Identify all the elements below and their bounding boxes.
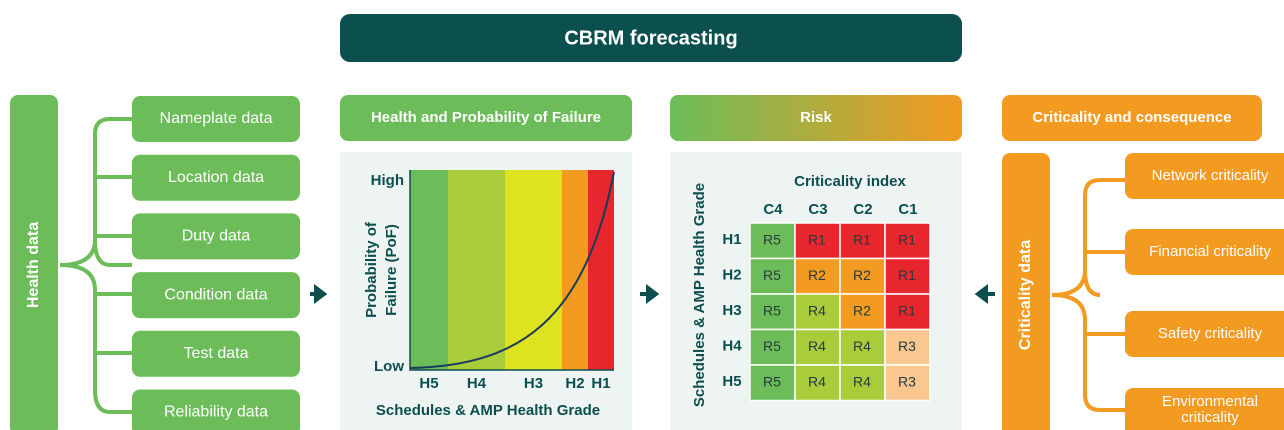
- pof-band-label: H3: [524, 375, 543, 392]
- risk-cell-label: R4: [853, 374, 871, 390]
- health-item-box: [132, 389, 300, 430]
- risk-row: H2: [722, 266, 741, 283]
- health-bracket: [59, 117, 132, 414]
- risk-cell: [884, 293, 931, 331]
- risk-cell: [839, 293, 886, 331]
- risk-cell: [884, 257, 931, 295]
- risk-cell-label: R1: [898, 267, 916, 283]
- pof-band-label: H5: [419, 375, 438, 392]
- risk-cell: [749, 293, 796, 331]
- risk-header-box: [670, 95, 962, 141]
- arrow: [640, 284, 660, 304]
- crit-bar: [1002, 153, 1050, 430]
- risk-column: C2: [853, 201, 872, 218]
- health-item-box: [132, 213, 300, 260]
- crit-item: Network criticality: [1152, 167, 1269, 184]
- risk-cell-label: R5: [763, 267, 781, 283]
- risk-row: H1: [722, 231, 741, 248]
- risk-cell-label: R3: [898, 338, 916, 354]
- risk-cell-label: R1: [898, 232, 916, 248]
- health-item: Duty data: [182, 228, 251, 245]
- health-title: Health data: [25, 222, 42, 308]
- pof-band: [505, 170, 562, 370]
- risk-row: H3: [722, 302, 741, 319]
- risk-cell-label: R5: [763, 338, 781, 354]
- risk-cell-label: R1: [853, 232, 871, 248]
- risk-x-title: Criticality index: [794, 173, 906, 190]
- risk-cell-label: R4: [808, 303, 826, 319]
- risk-cell-label: R1: [898, 303, 916, 319]
- health-item-box: [132, 96, 300, 142]
- risk-cell-label: R5: [763, 232, 781, 248]
- risk-header: Risk: [800, 109, 832, 126]
- pof-low: Low: [374, 358, 404, 375]
- crit-item-box: [1125, 153, 1284, 199]
- health-item-box: [132, 154, 300, 201]
- pof-band-label: H2: [565, 375, 584, 392]
- risk-cell-label: R2: [853, 303, 871, 319]
- risk-row: H4: [722, 337, 742, 354]
- risk-cell-label: R4: [808, 338, 826, 354]
- health-item: Nameplate data: [160, 110, 273, 127]
- pof-band-label: H1: [591, 375, 610, 392]
- health-item-box: [132, 330, 300, 377]
- risk-cell: [794, 328, 841, 366]
- crit-bracket: [1051, 178, 1125, 412]
- pof-curve: [409, 171, 615, 369]
- risk-cell: [839, 328, 886, 366]
- risk-cell-label: R1: [808, 232, 826, 248]
- risk-cell-label: R2: [808, 267, 826, 283]
- health-item-box: [132, 272, 300, 319]
- pof-band-label: H4: [467, 375, 487, 392]
- risk-cell: [749, 364, 796, 402]
- crit-item: criticality: [1181, 409, 1239, 426]
- crit-item: Environmental: [1162, 393, 1258, 410]
- crit-title: Criticality data: [1017, 240, 1034, 350]
- health-bar: [10, 95, 58, 430]
- risk-cell-label: R4: [853, 338, 871, 354]
- crit-item-box: [1125, 388, 1284, 430]
- risk-cell-label: R2: [853, 267, 871, 283]
- pof-band: [562, 170, 588, 370]
- banner-box: [340, 14, 962, 62]
- pof-band: [448, 170, 505, 370]
- pof-header: Health and Probability of Failure: [371, 109, 601, 126]
- health-item: Reliability data: [164, 404, 268, 421]
- banner-title: CBRM forecasting: [564, 27, 737, 49]
- health-item: Test data: [184, 345, 249, 362]
- risk-cell-label: R4: [808, 374, 826, 390]
- risk-cell-label: R5: [763, 374, 781, 390]
- crit-item-box: [1125, 229, 1284, 275]
- crit-item: Safety criticality: [1158, 325, 1263, 342]
- arrow: [974, 284, 995, 304]
- risk-cell-label: R5: [763, 303, 781, 319]
- risk-cell: [884, 328, 931, 366]
- risk-column: C3: [808, 201, 827, 218]
- pof-header-box: [340, 95, 632, 141]
- risk-column: C1: [898, 201, 917, 218]
- crit-item-box: [1125, 311, 1284, 357]
- health-item: Location data: [168, 169, 264, 186]
- health-item: Condition data: [164, 286, 267, 303]
- pof-band: [410, 170, 448, 370]
- risk-y-title: Schedules & AMP Health Grade: [691, 183, 708, 407]
- pof-high: High: [371, 172, 404, 189]
- pof-band: [588, 170, 614, 370]
- risk-column: C4: [763, 201, 783, 218]
- arrow: [310, 284, 328, 304]
- pof-axes: [409, 170, 614, 371]
- risk-row: H5: [722, 373, 741, 390]
- crit-header-box: [1002, 95, 1262, 141]
- crit-header: Criticality and consequence: [1032, 109, 1231, 126]
- risk-cell: [884, 364, 931, 402]
- pof-y-title: Failure (PoF): [383, 224, 400, 316]
- risk-cell: [794, 364, 841, 402]
- risk-cell-label: R3: [898, 374, 916, 390]
- crit-item: Financial criticality: [1149, 243, 1271, 260]
- pof-y-title: Probability of: [363, 221, 380, 318]
- pof-x-title: Schedules & AMP Health Grade: [376, 402, 600, 419]
- risk-cell: [749, 222, 796, 260]
